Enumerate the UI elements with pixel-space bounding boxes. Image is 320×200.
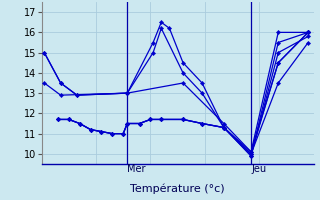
Text: Jeu: Jeu xyxy=(251,164,266,174)
Text: Température (°c): Température (°c) xyxy=(130,183,225,194)
Text: Mer: Mer xyxy=(127,164,146,174)
